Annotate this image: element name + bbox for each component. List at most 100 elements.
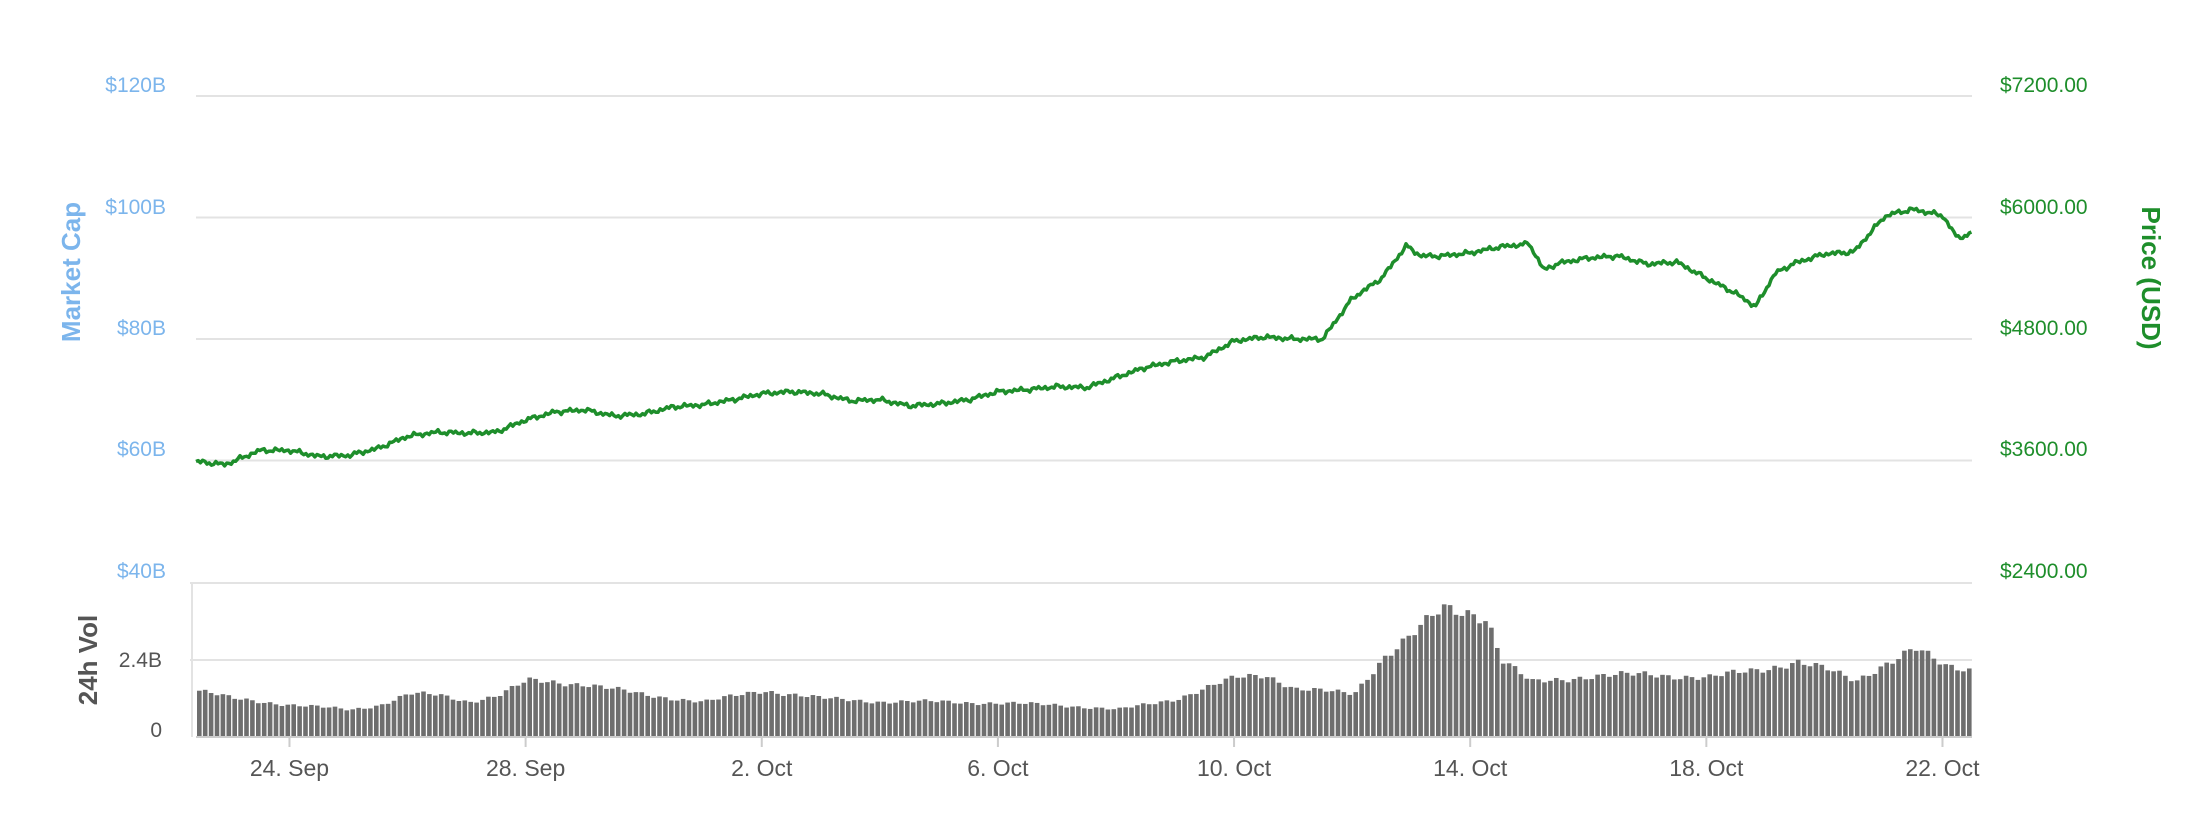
market-cap-tick-label: $40B [117, 560, 166, 583]
volume-bar [1754, 669, 1760, 737]
volume-bar [704, 699, 709, 737]
volume-bar [1689, 677, 1695, 737]
volume-bar [822, 698, 827, 737]
volume-bar [1046, 704, 1052, 737]
volume-bar [1884, 662, 1889, 737]
volume-bar [905, 700, 910, 737]
date-tick-label: 2. Oct [731, 755, 793, 781]
volume-tick-label: 2.4B [119, 649, 162, 672]
volume-bar [438, 694, 444, 737]
volume-bar [1194, 693, 1199, 737]
volume-bar [1264, 677, 1270, 737]
volume-bar [468, 701, 473, 737]
volume-bar [1341, 692, 1347, 737]
volume-bar [1849, 681, 1854, 737]
volume-bar [1471, 614, 1476, 737]
volume-bar [208, 693, 214, 737]
volume-bar [1595, 674, 1600, 737]
volume-bar [686, 700, 692, 737]
volume-bar [1831, 671, 1836, 737]
volume-bar [751, 691, 757, 737]
volume-bar [1453, 614, 1459, 737]
volume-bar [1158, 701, 1164, 737]
volume-bar [1819, 664, 1825, 737]
volume-bar [462, 700, 468, 737]
volume-bar [663, 697, 668, 737]
volume-bar [551, 680, 556, 737]
volume-bar [1571, 678, 1577, 737]
volume-bar [1441, 604, 1447, 737]
volume-bar [1294, 687, 1299, 737]
volume-bar [1937, 664, 1943, 737]
market-cap-tick-label: $120B [105, 74, 166, 97]
volume-bar [787, 694, 792, 737]
volume-bar [1229, 675, 1235, 737]
volume-bar [1607, 676, 1612, 737]
volume-bar [1023, 703, 1028, 737]
volume-bar [1565, 682, 1571, 737]
volume-bar [385, 703, 391, 737]
price-tick-label: $3600.00 [2000, 438, 2088, 461]
volume-bar [1931, 658, 1937, 737]
volume-bar [1070, 706, 1075, 737]
volume-bar [1772, 665, 1777, 737]
volume-bar [1394, 649, 1400, 737]
volume-bar [1188, 694, 1193, 737]
volume-bar [1430, 615, 1435, 737]
volume-bar [798, 696, 804, 737]
volume-bar [1890, 663, 1895, 737]
volume-bar [1135, 705, 1140, 737]
volume-bar [792, 693, 798, 737]
volume-bar [946, 700, 951, 737]
volume-bar [598, 685, 603, 737]
volume-bar [509, 686, 515, 737]
volume-bar [1967, 668, 1972, 737]
volume-bar [1105, 709, 1111, 737]
volume-tick-label: 0 [150, 719, 162, 742]
volume-bar [1500, 663, 1506, 737]
volume-bar [1406, 635, 1412, 737]
volume-bar [1790, 663, 1795, 737]
volume-bar [1701, 677, 1707, 737]
volume-bar [539, 682, 544, 737]
volume-bar [645, 695, 650, 737]
volume-bar [1719, 676, 1724, 737]
volume-bar [427, 694, 432, 737]
volume-bar [1129, 707, 1134, 737]
volume-bar [1902, 650, 1907, 737]
volume-bar [934, 702, 940, 737]
volume-bar [1465, 610, 1471, 737]
volume-bar [1170, 701, 1176, 737]
volume-bar [1064, 707, 1069, 737]
price-line-layer [195, 206, 1973, 468]
volume-bar [1618, 671, 1624, 737]
volume-bar [816, 696, 822, 737]
volume-bar [303, 706, 308, 737]
volume-bar [1512, 666, 1518, 737]
volume-bar [1495, 647, 1500, 737]
volume-bar [403, 694, 409, 737]
volume-bar [297, 706, 302, 737]
date-tick-label: 28. Sep [486, 755, 565, 781]
volume-bar [515, 685, 521, 737]
volume-bar [1235, 677, 1240, 737]
volume-bar [1530, 679, 1535, 737]
volume-bar [964, 702, 969, 737]
volume-bar [1117, 707, 1122, 737]
volume-bar [1672, 679, 1677, 737]
date-tick-label: 10. Oct [1197, 755, 1272, 781]
price-tick-label: $4800.00 [2000, 317, 2088, 340]
volume-bar [1377, 662, 1382, 737]
volume-bar [1648, 675, 1653, 737]
volume-bar [1807, 666, 1813, 737]
volume-bar [1288, 686, 1294, 737]
volume-bar [1211, 684, 1217, 737]
volume-bar [1093, 707, 1099, 737]
volume-bar [869, 703, 875, 737]
volume-bar [1825, 670, 1830, 737]
volume-bar [757, 693, 763, 737]
volume-bar [1276, 682, 1282, 737]
volume-bar [828, 698, 833, 737]
volume-bar [1695, 679, 1701, 737]
volume-bar [804, 697, 810, 737]
